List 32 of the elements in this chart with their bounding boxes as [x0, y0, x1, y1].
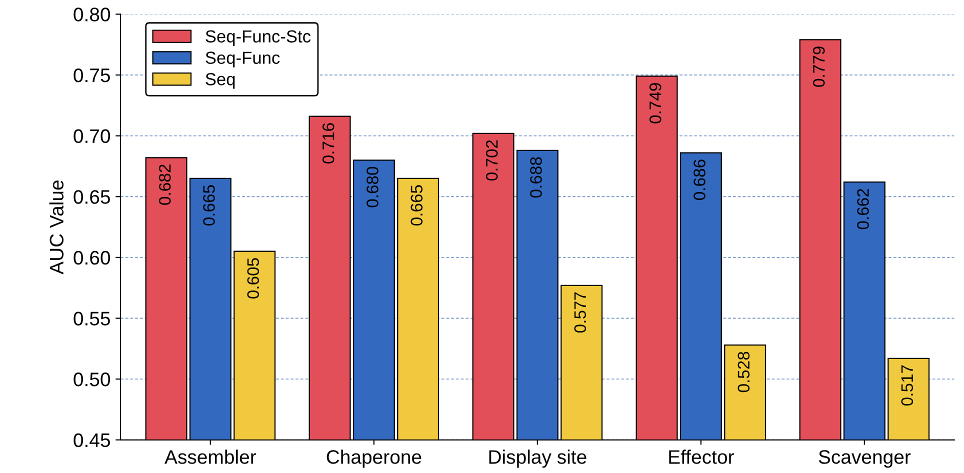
legend-label: Seq-Func [206, 52, 280, 68]
x-tick-label: Scavenger [818, 450, 911, 468]
y-tick-label: 0.60 [74, 250, 110, 265]
y-tick-label: 0.70 [74, 129, 110, 144]
x-tick-label: Assembler [164, 450, 256, 464]
data-label: 0.779 [812, 46, 825, 87]
x-tick-label: Effector [669, 450, 734, 464]
y-tick-label: 0.55 [74, 312, 110, 326]
y-tick-label: 0.75 [74, 68, 110, 82]
data-label: 0.682 [158, 164, 171, 205]
y-tick-label: 0.65 [74, 190, 110, 204]
data-label: 0.686 [694, 160, 706, 200]
data-label: 0.702 [486, 140, 498, 181]
data-label: 0.716 [322, 123, 334, 164]
data-label: 0.605 [247, 258, 260, 298]
legend-label: Seq-Func-Stc [206, 30, 311, 46]
legend-label: Seq [206, 73, 235, 89]
y-tick-label: 0.50 [74, 372, 110, 386]
data-label: 0.528 [738, 352, 750, 392]
data-label: 0.688 [530, 157, 542, 198]
data-label: 0.665 [203, 185, 215, 226]
data-label: 0.665 [410, 185, 423, 226]
data-label: 0.517 [901, 365, 914, 406]
x-tick-label: Display site [489, 450, 586, 468]
y-tick-label: 0.80 [74, 8, 110, 22]
data-label: 0.577 [574, 292, 586, 333]
data-label: 0.662 [857, 188, 869, 230]
data-label: 0.749 [649, 83, 662, 124]
y-axis-title: AUC Value [49, 180, 64, 274]
data-label: 0.680 [366, 166, 378, 208]
x-tick-label: Chaperone [326, 450, 422, 468]
y-tick-label: 0.45 [74, 433, 110, 448]
